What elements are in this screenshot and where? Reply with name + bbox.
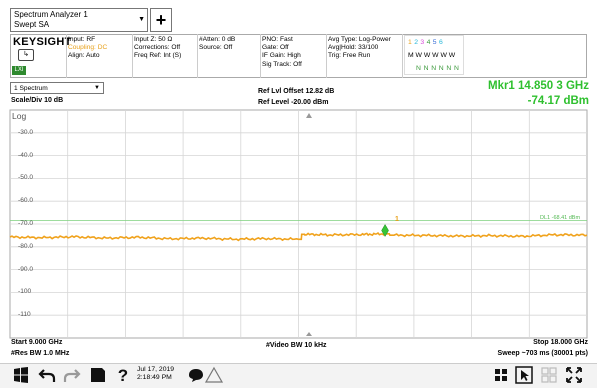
- return-icon[interactable]: ↳: [18, 49, 34, 61]
- pointer-icon[interactable]: [515, 366, 533, 384]
- y-tick-label: -60.0: [18, 197, 34, 205]
- time: 2:18:49 PM: [137, 374, 172, 381]
- y-tick-label: -50.0: [18, 174, 34, 182]
- trig-setting: Trig: Free Run: [328, 52, 371, 60]
- view-selector[interactable]: 1 Spectrum ▼: [10, 82, 104, 94]
- view-label: 1 Spectrum: [14, 85, 48, 92]
- trace-number: 5: [432, 39, 439, 46]
- avg-hold-setting: Avg|Hold: 33/100: [328, 44, 379, 52]
- atten-settings[interactable]: #Atten: 0 dB Source: Off: [199, 36, 235, 52]
- scale-div-label: Scale/Div 10 dB: [11, 97, 64, 104]
- marker-number: 1: [395, 216, 399, 223]
- y-tick-label: -90.0: [18, 265, 34, 273]
- divider: [260, 34, 261, 78]
- divider: [66, 34, 67, 78]
- svg-text:?: ?: [118, 366, 128, 384]
- avg-type-setting: Avg Type: Log-Power: [328, 36, 391, 43]
- stop-frequency[interactable]: Stop 18.000 GHz: [533, 339, 588, 346]
- measurement-selector[interactable]: Spectrum Analyzer 1 Swept SA ▼: [10, 8, 148, 32]
- sweep-settings[interactable]: PNO: Fast Gate: Off IF Gain: High Sig Tr…: [262, 36, 302, 69]
- app-title: Spectrum Analyzer 1: [14, 10, 88, 19]
- coupling-setting: Coupling: DC: [68, 44, 108, 52]
- source-setting: Source: Off: [199, 44, 233, 52]
- dropdown-arrow-icon: ▼: [94, 85, 100, 91]
- freq-ref-setting: Freq Ref: Int (S): [134, 52, 182, 60]
- redo-icon[interactable]: [63, 366, 81, 384]
- average-settings[interactable]: Avg Type: Log-Power Avg|Hold: 33/100 Tri…: [328, 36, 391, 61]
- y-tick-label: -70.0: [18, 220, 34, 227]
- pno-setting: PNO: Fast: [262, 36, 293, 43]
- fullscreen-icon[interactable]: [565, 366, 583, 384]
- divider: [402, 34, 403, 78]
- corrections-setting: Corrections: Off: [134, 44, 181, 52]
- date-time: Jul 17, 2019 2:18:49 PM: [137, 366, 174, 382]
- y-tick-label: -80.0: [18, 242, 34, 250]
- input-settings[interactable]: Input: RF Coupling: DC Align: Auto: [68, 36, 107, 61]
- trace-types: M W W W W W: [408, 52, 456, 59]
- trace-numbers: 123456: [408, 39, 445, 46]
- y-tick-label: -30.0: [18, 128, 34, 136]
- trace-number: 3: [420, 39, 427, 46]
- save-icon[interactable]: [89, 366, 107, 384]
- trace-1: [9, 231, 588, 242]
- undo-icon[interactable]: [38, 366, 56, 384]
- y-tick-label: -110: [18, 311, 31, 319]
- add-screen-button[interactable]: +: [150, 8, 172, 32]
- log-scale-label: Log: [12, 111, 27, 121]
- correction-settings[interactable]: Input Z: 50 Ω Corrections: Off Freq Ref:…: [134, 36, 181, 61]
- video-bw[interactable]: #Video BW 10 kHz: [266, 342, 327, 349]
- marker-1[interactable]: [381, 224, 389, 238]
- trace-number: 2: [414, 39, 421, 46]
- trace-number: 6: [438, 39, 446, 46]
- ref-offset-label: Ref Lvl Offset 12.82 dB: [258, 88, 335, 95]
- res-bw[interactable]: #Res BW 1.0 MHz: [11, 350, 70, 357]
- atten-setting: #Atten: 0 dB: [199, 36, 236, 43]
- trace-number: 1: [408, 39, 415, 46]
- marker-frequency: Mkr1 14.850 3 GHz: [487, 80, 589, 92]
- input-setting: Input: RF: [68, 36, 96, 43]
- display-line-label: DL1 -68.41 dBm: [540, 215, 581, 221]
- keypad-icon[interactable]: [492, 366, 510, 384]
- grid: [10, 110, 587, 338]
- trace-indicator[interactable]: 123456 M W W W W W N N N N N N: [404, 35, 464, 75]
- date: Jul 17, 2019: [137, 366, 175, 373]
- help-icon[interactable]: ?: [114, 366, 132, 384]
- divider: [197, 34, 198, 78]
- layout-grid-icon[interactable]: [540, 366, 558, 384]
- divider: [326, 34, 327, 78]
- trace-number: 4: [426, 39, 433, 46]
- gate-setting: Gate: Off: [262, 44, 289, 52]
- dropdown-arrow-icon: ▼: [138, 16, 145, 23]
- chat-icon[interactable]: [187, 366, 205, 384]
- marker-amplitude: -74.17 dBm: [527, 95, 589, 107]
- align-setting: Align: Auto: [68, 52, 100, 60]
- alert-icon[interactable]: [205, 366, 223, 384]
- start-frequency[interactable]: Start 9.000 GHz: [11, 339, 63, 346]
- ref-level-label: Ref Level -20.00 dBm: [258, 99, 329, 106]
- center-marker-icon: [306, 332, 312, 336]
- windows-icon[interactable]: [12, 366, 30, 384]
- sig-track-setting: Sig Track: Off: [262, 60, 302, 68]
- settings-panel: [10, 34, 587, 78]
- y-tick-label: -100: [18, 288, 32, 296]
- lxi-badge: LXI: [12, 66, 26, 75]
- if-gain-setting: IF Gain: High: [262, 52, 301, 60]
- y-tick-label: -40.0: [18, 151, 34, 159]
- input-z-setting: Input Z: 50 Ω: [134, 36, 173, 43]
- trace-detectors: N N N N N N: [416, 65, 460, 72]
- brand-logo: KEYSIGHT: [13, 36, 72, 48]
- ref-marker-icon: [306, 113, 312, 118]
- sweep-time[interactable]: Sweep ~703 ms (30001 pts): [497, 350, 588, 357]
- divider: [132, 34, 133, 78]
- mode-label: Swept SA: [14, 20, 50, 29]
